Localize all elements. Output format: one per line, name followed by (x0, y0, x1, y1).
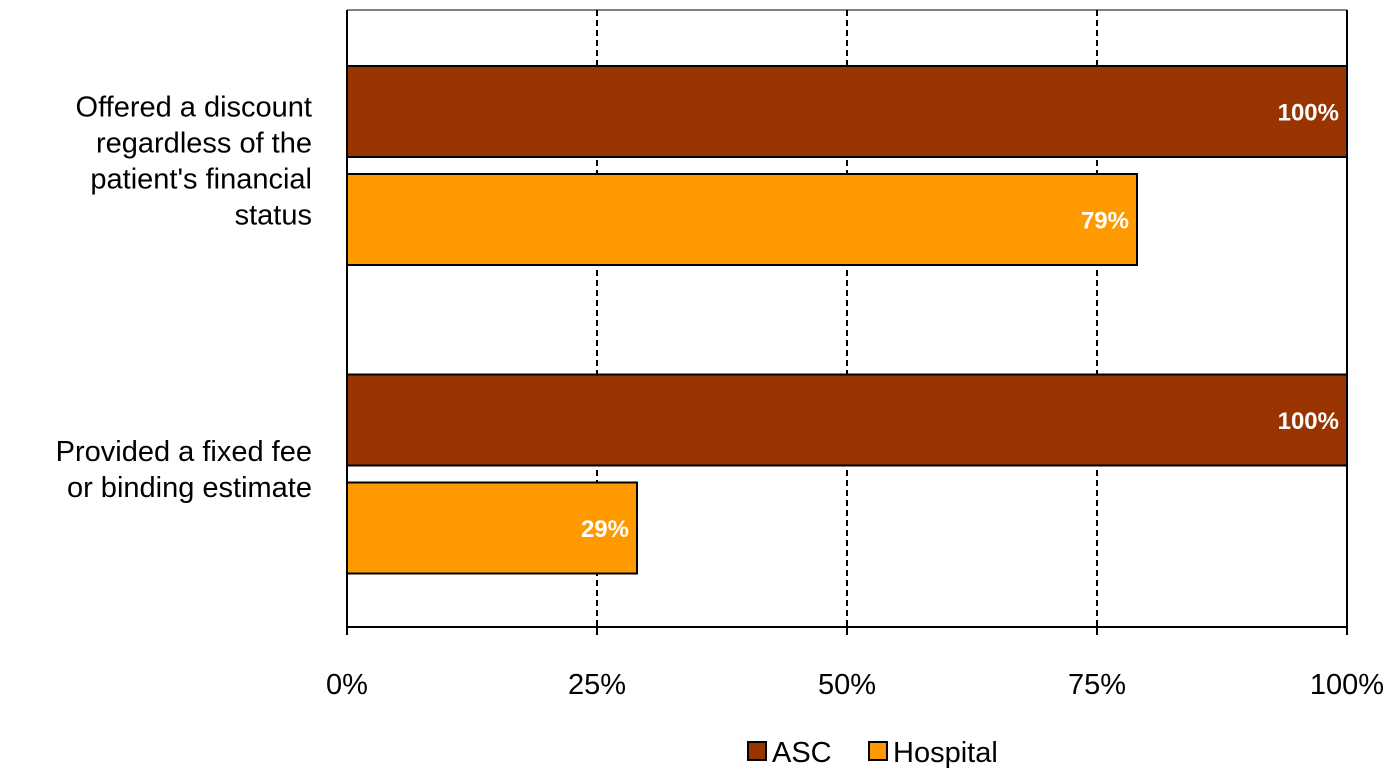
bars (346, 65, 1348, 575)
data-label: 29% (581, 516, 629, 543)
data-label: 79% (1081, 208, 1129, 235)
bar-asc (346, 373, 1348, 467)
x-tick-labels: 0% 25% 50% 75% 100% (326, 627, 1384, 701)
x-tick-label: 75% (1068, 669, 1126, 701)
x-tick-label: 0% (326, 669, 368, 701)
category-label: Offered a discount regardless of the patie… (76, 91, 312, 231)
data-label: 100% (1278, 100, 1339, 127)
x-tick-label: 100% (1310, 669, 1384, 701)
x-tick-label: 50% (818, 669, 876, 701)
bar-asc (346, 65, 1348, 158)
category-labels: Offered a discount regardless of the patie… (56, 91, 312, 504)
legend-label-hospital: Hospital (893, 737, 998, 769)
legend-swatch-hospital (868, 741, 888, 761)
legend-swatch-asc (747, 741, 767, 761)
bar-hospital (346, 173, 1138, 266)
legend: ASC Hospital (747, 737, 998, 769)
data-label: 100% (1278, 408, 1339, 435)
legend-label-asc: ASC (772, 737, 832, 769)
x-tick-label: 25% (568, 669, 626, 701)
data-labels: 100% 79% 100% 29% (581, 100, 1339, 544)
category-label: Provided a fixed fee or binding estimate (56, 436, 312, 504)
